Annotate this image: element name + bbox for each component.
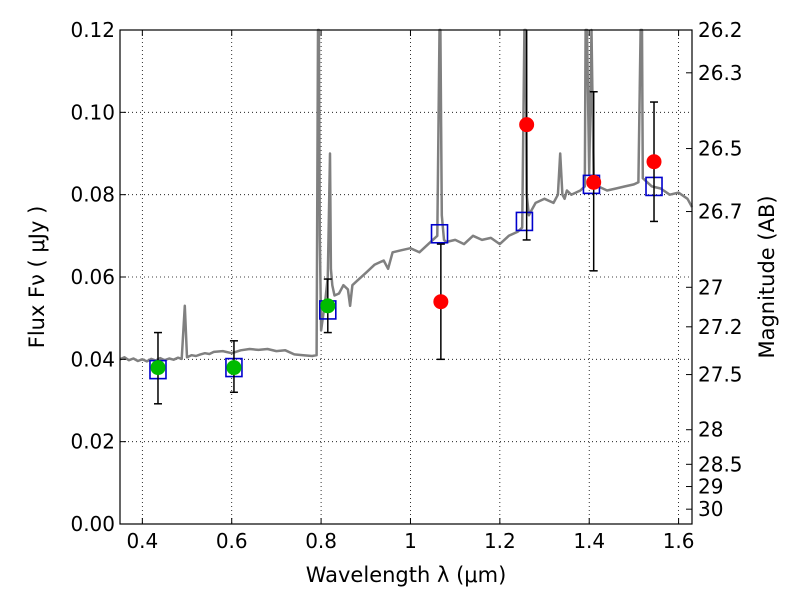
y-tick-label: 0.02 xyxy=(70,430,115,454)
model-band-square xyxy=(430,223,449,244)
x-axis-label: Wavelength λ (μm) xyxy=(306,563,507,587)
y2-tick-label: 27 xyxy=(698,275,723,299)
spectrum-layer xyxy=(119,28,694,363)
observed-point xyxy=(226,360,242,376)
y-tick-label: 0.12 xyxy=(70,18,115,42)
x-tick-label: 1.2 xyxy=(484,529,516,553)
x-tick-label: 1.4 xyxy=(573,529,605,553)
y2-axis-label: Magnitude (AB) xyxy=(755,195,779,358)
observed-point xyxy=(433,294,449,310)
y-axis-label: Flux Fν ( μJy ) xyxy=(25,206,49,349)
y2-tick-label: 28 xyxy=(698,418,723,442)
y2-tick-label: 28.5 xyxy=(698,452,743,476)
y2-tick-label: 27.5 xyxy=(698,363,743,387)
observed-point xyxy=(150,360,166,376)
y2-tick-label: 26.2 xyxy=(698,18,743,42)
y-tick-label: 0.10 xyxy=(70,100,115,124)
y2-tick-label: 30 xyxy=(698,497,723,521)
y-tick-label: 0.04 xyxy=(70,347,115,371)
y-tick-label: 0.00 xyxy=(70,512,115,536)
x-tick-label: 1 xyxy=(404,529,417,553)
y2-tick-label: 26.3 xyxy=(698,61,743,85)
observed-point xyxy=(646,154,662,170)
x-tick-label: 0.4 xyxy=(126,529,158,553)
grid xyxy=(120,29,692,525)
model-band-square xyxy=(515,211,534,232)
x-tick-label: 0.8 xyxy=(305,529,337,553)
observed-point xyxy=(586,174,602,190)
spectrum-line xyxy=(119,28,694,363)
y-tick-label: 0.06 xyxy=(70,265,115,289)
axes: 0.4 0.6 0.8 1 1.2 1.4 1.6 0.00 0.02 0.04 0.06 0.08 0… xyxy=(70,18,742,553)
x-tick-label: 1.6 xyxy=(663,529,695,553)
y2-tick-label: 26.5 xyxy=(698,137,743,161)
model-band-layer xyxy=(149,174,663,380)
observed-point xyxy=(519,117,535,133)
x-tick-label: 0.6 xyxy=(216,529,248,553)
y2-tick-label: 27.2 xyxy=(698,315,743,339)
y-tick-label: 0.08 xyxy=(70,183,115,207)
plot-frame xyxy=(119,29,693,525)
y2-tick-label: 29 xyxy=(698,475,723,499)
observed-point xyxy=(320,298,336,314)
y2-tick-label: 26.7 xyxy=(698,200,743,224)
observed-layer xyxy=(150,30,662,405)
